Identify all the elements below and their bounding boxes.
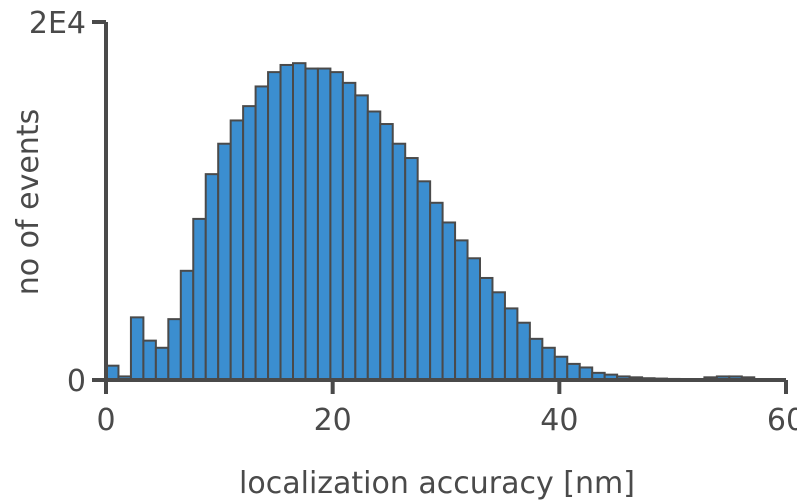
histogram-bar xyxy=(167,318,182,382)
histogram-bar xyxy=(454,239,469,381)
histogram-bar xyxy=(204,173,220,381)
histogram-bar xyxy=(354,94,369,381)
histogram-bar xyxy=(379,123,394,381)
histogram-bar xyxy=(242,105,257,381)
histogram-bar xyxy=(516,321,531,381)
bars-group xyxy=(105,62,756,382)
histogram-bar xyxy=(142,339,157,381)
ticks-group: 0 20 40 60 0 2E4 xyxy=(29,6,797,438)
histogram-bar xyxy=(541,346,556,381)
y-tick-label: 0 xyxy=(67,364,86,399)
histogram-bar xyxy=(429,201,444,381)
histogram-bar xyxy=(491,291,506,382)
histogram-bar xyxy=(279,63,294,382)
histogram-bar xyxy=(503,307,519,381)
histogram-bar xyxy=(304,67,319,381)
x-tick-label: 20 xyxy=(314,403,352,438)
histogram-bar xyxy=(267,71,282,382)
x-axis-label: localization accuracy [nm] xyxy=(239,466,635,501)
histogram-bar xyxy=(179,269,195,381)
histogram-bar xyxy=(404,157,419,381)
histogram-bar xyxy=(366,110,382,381)
histogram-bar xyxy=(341,81,357,382)
histogram-bar xyxy=(154,346,170,381)
histogram-bar xyxy=(329,71,344,382)
x-tick-label: 0 xyxy=(96,403,115,438)
histogram-bar xyxy=(416,180,432,381)
histogram-bar xyxy=(566,362,581,382)
histogram-bar xyxy=(192,217,207,381)
histogram-bar xyxy=(292,62,307,381)
x-tick-label: 60 xyxy=(767,403,797,438)
histogram-bar xyxy=(391,142,407,381)
y-axis-label: no of events xyxy=(11,109,46,295)
histogram-bar xyxy=(254,85,270,381)
histogram-bar xyxy=(528,337,544,381)
histogram-bar xyxy=(441,221,457,381)
histogram-bar xyxy=(479,276,494,381)
histogram-bar xyxy=(316,67,332,381)
axes-group xyxy=(104,22,786,382)
y-tick-label: 2E4 xyxy=(29,6,86,41)
x-tick-label: 40 xyxy=(540,403,578,438)
histogram-bar xyxy=(229,119,245,381)
histogram-bar xyxy=(217,142,232,381)
histogram-bar xyxy=(129,316,145,382)
histogram-bar xyxy=(553,355,569,382)
histogram-bar xyxy=(466,257,481,381)
